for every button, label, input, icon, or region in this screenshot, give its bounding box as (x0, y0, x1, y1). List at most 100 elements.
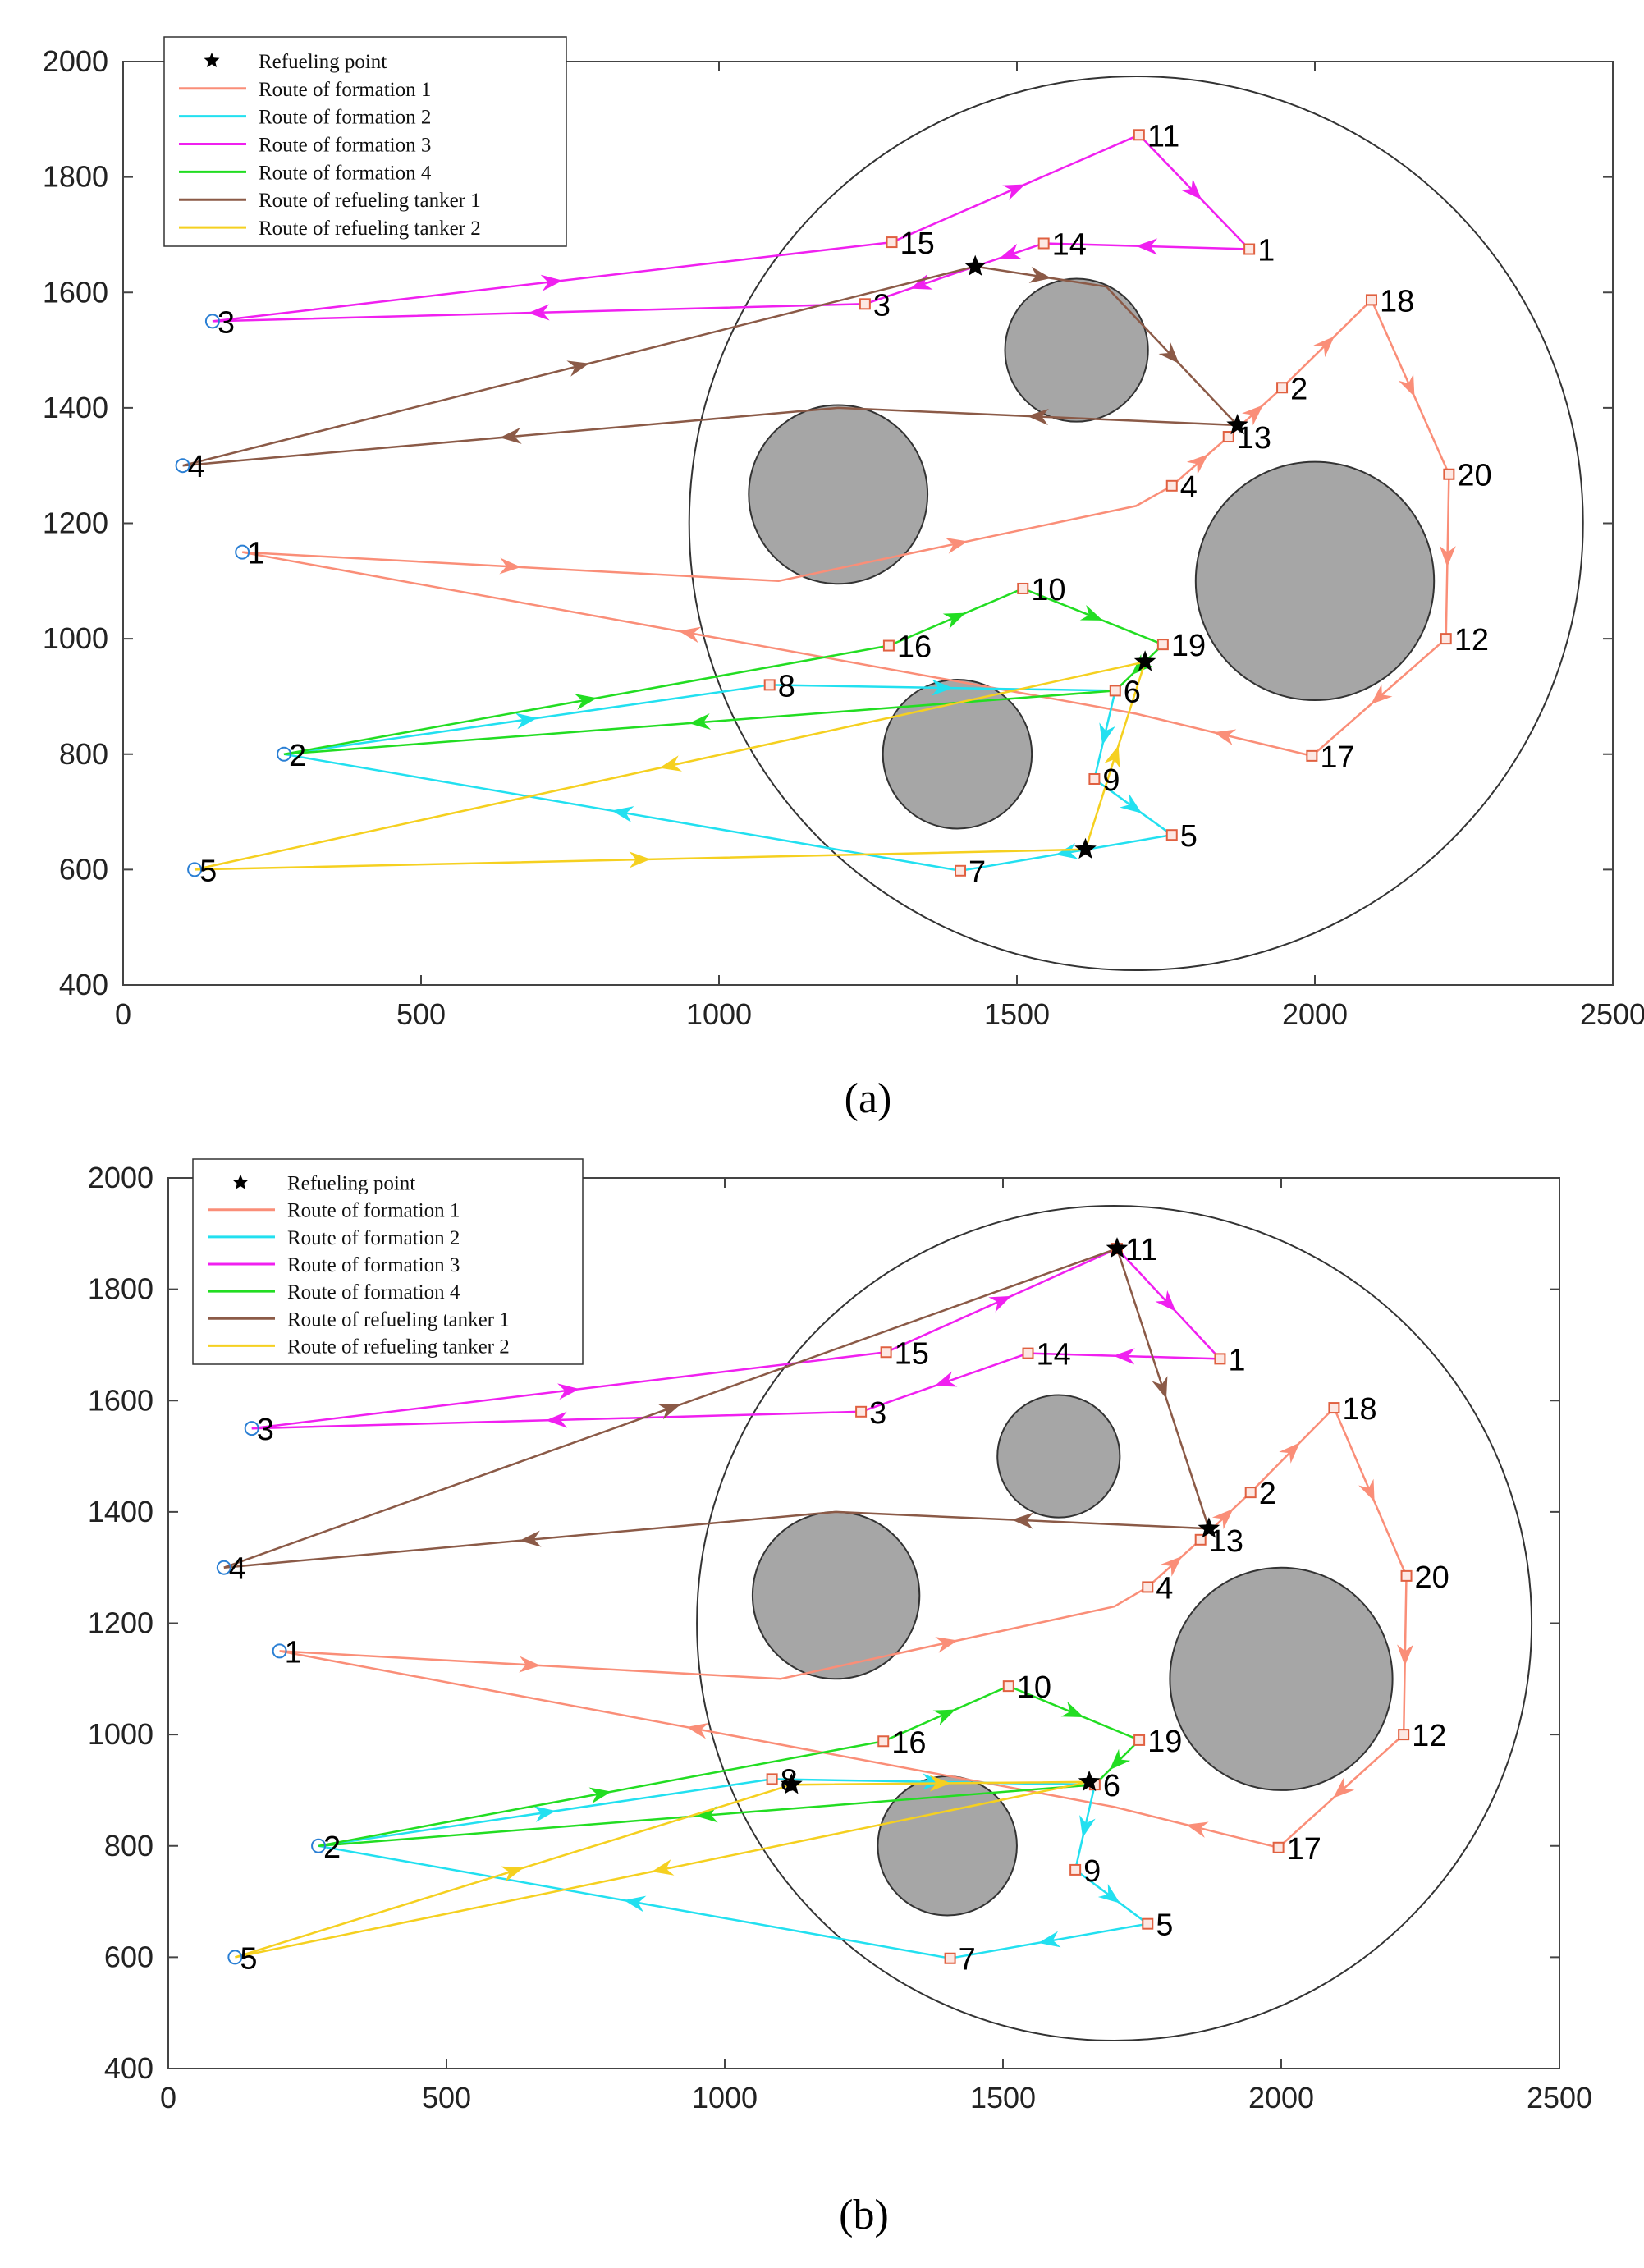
route-arrow (689, 713, 712, 731)
target-marker (763, 679, 776, 691)
route-arrow (515, 712, 538, 730)
target-label: 2 (1290, 372, 1307, 406)
target-label: 16 (897, 630, 932, 665)
route-arrow (1060, 1701, 1084, 1717)
route-arrow (1079, 604, 1103, 621)
target-label: 15 (895, 1336, 929, 1371)
start-point-label: 2 (289, 739, 306, 773)
legend-entry-label: Route of refueling tanker 1 (287, 1308, 510, 1331)
start-point-marker (227, 1950, 243, 1965)
target-marker (1272, 1841, 1285, 1853)
legend-entry-label: Route of formation 1 (287, 1200, 460, 1222)
route-arrow (566, 360, 589, 377)
obstacle (1194, 460, 1436, 702)
route-arrow (1439, 545, 1456, 567)
y-tick-label: 1000 (88, 1717, 153, 1751)
start-point-marker (235, 544, 250, 560)
start-point-label: 5 (199, 854, 217, 888)
start-point-marker (187, 862, 203, 877)
target-label: 4 (1156, 1571, 1173, 1606)
route-arrow (923, 1773, 945, 1790)
target-label: 17 (1320, 740, 1354, 775)
route-arrow (1038, 1931, 1061, 1948)
y-tick-label: 1400 (43, 391, 108, 424)
start-point-marker (272, 1643, 287, 1659)
route-arrow (1135, 238, 1158, 255)
start-point-label: 4 (188, 450, 205, 484)
route-arrow (1079, 1815, 1096, 1838)
target-marker (1244, 1487, 1257, 1499)
route-arrow (1152, 1376, 1168, 1400)
obstacle (1004, 277, 1149, 423)
route-arrow (500, 1866, 524, 1882)
target-marker (1142, 1917, 1154, 1930)
route-arrow (1027, 408, 1049, 425)
start-point-marker (244, 1421, 259, 1436)
legend-entry-label: Route of refueling tanker 2 (287, 1336, 510, 1358)
route-arrow (1398, 373, 1415, 397)
target-label: 11 (1125, 1233, 1157, 1267)
target-label: 8 (778, 669, 795, 703)
x-tick-label: 1500 (970, 2081, 1036, 2115)
x-tick-label: 0 (115, 997, 131, 1031)
target-label: 7 (969, 855, 986, 890)
start-point-marker (311, 1838, 327, 1853)
target-label: 5 (1180, 819, 1198, 854)
y-tick-label: 800 (59, 737, 108, 771)
target-marker (1243, 243, 1256, 255)
refueling-point-star (781, 1773, 803, 1794)
legend-star-icon (204, 52, 220, 67)
route-arrow (1397, 1644, 1414, 1666)
route-arrow (1213, 729, 1237, 745)
route-arrow (678, 626, 702, 644)
target-marker (1037, 237, 1050, 250)
route-arrow (1186, 454, 1209, 474)
y-tick-label: 1200 (43, 506, 108, 540)
route-arrow (1158, 342, 1179, 364)
target-label: 1 (1257, 234, 1275, 268)
route-arrow (934, 1371, 958, 1387)
target-label: 1 (1228, 1343, 1245, 1377)
route-arrow (499, 557, 521, 575)
route-arrow (533, 1806, 556, 1822)
start-point-marker (175, 458, 190, 474)
legend-box (163, 36, 567, 247)
target-marker (855, 1405, 868, 1418)
route-arrow (1333, 1777, 1355, 1798)
legend-entry-label: Route of refueling tanker 2 (259, 218, 481, 240)
refueling-point-star (1226, 414, 1248, 435)
start-point-marker (277, 746, 292, 762)
route-arrow (935, 1637, 958, 1653)
legend-entry-label: Route of formation 3 (287, 1254, 460, 1276)
target-label: 12 (1454, 623, 1489, 657)
route-arrow (624, 1895, 647, 1913)
target-marker (1328, 1402, 1340, 1414)
target-marker (766, 1773, 778, 1785)
y-tick-label: 1400 (88, 1495, 153, 1528)
route-arrow (696, 1806, 718, 1823)
legend-entry-label: Route of formation 1 (259, 79, 431, 101)
target-label: 12 (1412, 1719, 1446, 1753)
y-tick-label: 1200 (88, 1606, 153, 1640)
obstacle (1169, 1566, 1394, 1791)
target-label: 7 (959, 1943, 976, 1977)
route-arrow (629, 851, 651, 868)
route-arrow (1371, 684, 1393, 705)
target-label: 3 (873, 288, 891, 323)
legend-entry-label: Refueling point (287, 1173, 415, 1195)
legend: Refueling point Route of formation 1 Route… (163, 36, 567, 247)
target-label: 4 (1180, 470, 1198, 505)
y-tick-label: 600 (104, 1940, 153, 1973)
route-arrow (686, 1722, 709, 1739)
route-arrow (1313, 336, 1335, 358)
target-marker (1069, 1863, 1082, 1876)
route-arrow (545, 1411, 568, 1428)
legend-entry-label: Route of formation 2 (259, 107, 431, 129)
x-tick-label: 1000 (686, 997, 752, 1031)
target-label: 5 (1156, 1908, 1173, 1943)
route-arrow (909, 273, 933, 290)
target-marker (1022, 1347, 1034, 1359)
route-arrow (588, 1787, 611, 1804)
